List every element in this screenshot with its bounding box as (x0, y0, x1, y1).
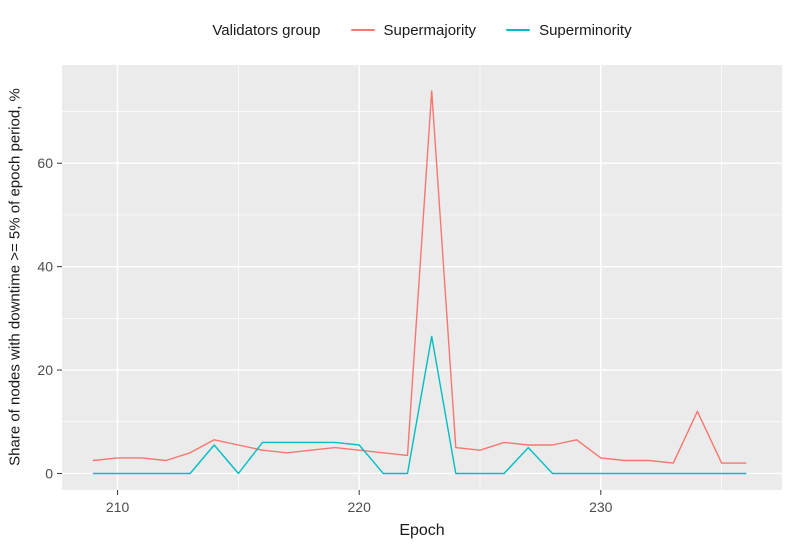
legend-item-superminority: Superminority (506, 22, 632, 39)
legend-item-supermajority: Supermajority (350, 21, 477, 39)
legend-title: Validators group (212, 21, 321, 39)
superminority-line-key (506, 29, 531, 31)
legend: Validators group Supermajority Supermino… (62, 14, 782, 46)
x-axis-title: Epoch (399, 522, 445, 539)
series-line-superminority (92, 335, 747, 475)
plot-panel (62, 65, 782, 490)
legend-label-supermajority: Supermajority (383, 21, 477, 39)
y-tick-label: 40 (37, 259, 53, 275)
y-tick-label: 0 (45, 465, 53, 481)
supermajority-line-key (350, 29, 375, 31)
x-tick-label: 220 (348, 499, 372, 515)
x-tick-label: 230 (589, 499, 613, 515)
legend-label-superminority: Superminority (539, 21, 632, 39)
series-line-supermajority (92, 90, 747, 464)
y-tick-label: 60 (37, 155, 53, 171)
x-tick-label: 210 (106, 499, 130, 515)
y-axis-title: Share of nodes with downtime >= 5% of ep… (6, 88, 24, 466)
y-tick-label: 20 (37, 362, 53, 378)
